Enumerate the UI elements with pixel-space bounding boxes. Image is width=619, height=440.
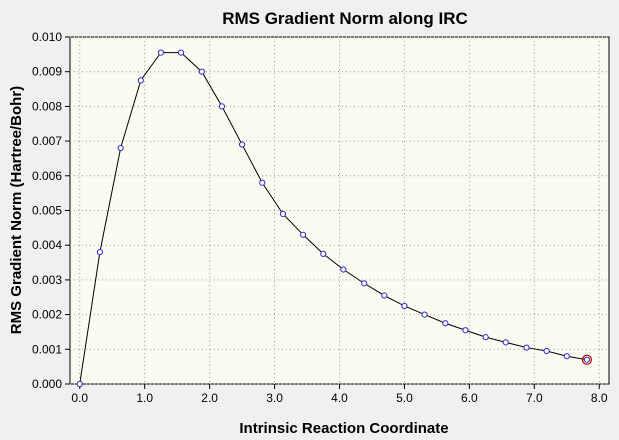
chart-title: RMS Gradient Norm along IRC: [222, 9, 468, 28]
data-point: [583, 356, 591, 363]
data-point: [259, 179, 266, 186]
data-point: [340, 266, 347, 273]
y-tick-label: 0.007: [32, 134, 62, 148]
y-tick-label: 0.005: [32, 204, 62, 218]
x-tick-label: 3.0: [266, 391, 283, 405]
x-tick-label: 7.0: [526, 391, 543, 405]
y-tick-label: 0.010: [32, 30, 62, 44]
axis-ticks: [65, 36, 600, 389]
data-point: [320, 250, 327, 257]
y-tick-label: 0.002: [32, 308, 62, 322]
data-point: [218, 103, 226, 110]
data-point: [502, 339, 509, 346]
data-point: [442, 320, 449, 327]
x-tick-label: 8.0: [591, 391, 608, 405]
y-tick-label: 0.000: [32, 377, 62, 391]
data-point: [361, 280, 368, 287]
y-tick-label: 0.009: [32, 65, 62, 79]
data-point: [117, 144, 124, 152]
data-point: [279, 210, 287, 218]
x-tick-label: 2.0: [201, 391, 218, 405]
data-point: [96, 249, 103, 256]
data-point: [157, 49, 165, 56]
y-tick-label: 0.003: [32, 273, 62, 287]
data-point: [137, 77, 144, 84]
data-point: [563, 353, 570, 360]
x-tick-label: 6.0: [461, 391, 478, 405]
x-axis-tick-labels: 0.0 1.0 2.0 3.0 4.0 5.0 6.0 7.0 8.0: [71, 391, 608, 405]
y-tick-label: 0.006: [32, 169, 62, 183]
data-point: [381, 292, 388, 299]
y-axis-tick-labels: 0.000 0.001 0.002 0.003 0.004 0.005 0.006 0.007…: [32, 30, 62, 391]
y-tick-label: 0.001: [32, 342, 62, 356]
data-point: [421, 311, 428, 318]
data-point: [300, 231, 307, 238]
data-point: [198, 68, 205, 75]
series-layer: [76, 49, 593, 388]
x-tick-label: 0.0: [71, 391, 88, 405]
data-point: [177, 49, 185, 56]
plot-area: [69, 36, 610, 385]
y-tick-label: 0.004: [32, 238, 62, 252]
data-point: [76, 380, 83, 388]
y-tick-label: 0.008: [32, 99, 62, 113]
data-point: [401, 302, 408, 310]
y-axis-label: RMS Gradient Norm (Hartree/Bohr): [8, 86, 25, 334]
data-point: [462, 327, 469, 334]
data-point: [543, 347, 550, 355]
x-axis-label: Intrinsic Reaction Coordinate: [239, 420, 448, 437]
data-point: [523, 344, 530, 351]
current-point-marker: [581, 354, 593, 365]
x-tick-label: 4.0: [331, 391, 348, 405]
series-line: [79, 52, 588, 385]
data-point: [482, 334, 489, 341]
x-tick-label: 5.0: [396, 391, 413, 405]
x-tick-label: 1.0: [136, 391, 153, 405]
data-point: [238, 141, 246, 148]
